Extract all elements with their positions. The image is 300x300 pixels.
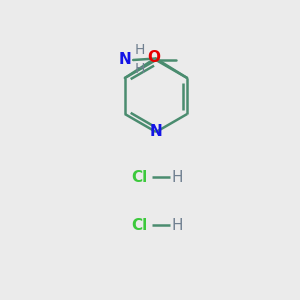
Text: H: H [135, 62, 145, 76]
Text: Cl: Cl [131, 218, 148, 232]
Text: H: H [172, 218, 183, 232]
Text: N: N [119, 52, 132, 67]
Text: H: H [172, 169, 183, 184]
Text: N: N [150, 124, 162, 140]
Text: H: H [135, 44, 145, 57]
Text: O: O [147, 50, 161, 65]
Text: Cl: Cl [131, 169, 148, 184]
